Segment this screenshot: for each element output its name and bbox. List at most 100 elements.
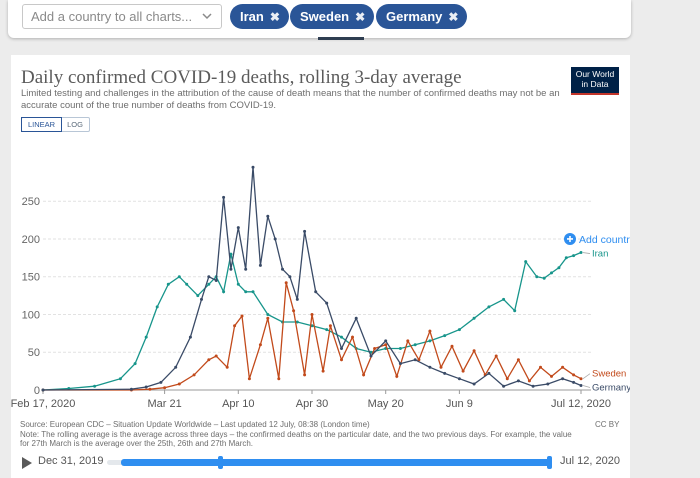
data-point-sweden: [505, 377, 509, 381]
data-point-iran: [266, 313, 270, 316]
data-point-iran: [564, 256, 568, 260]
data-point-iran: [572, 254, 576, 258]
x-tick-label: May 20: [368, 398, 404, 410]
data-point-sweden: [406, 339, 410, 343]
data-point-germany: [303, 229, 307, 233]
license-link[interactable]: CC BY: [595, 420, 620, 429]
data-point-sweden: [516, 358, 520, 362]
data-point-germany: [572, 380, 576, 384]
owid-logo[interactable]: Our World in Data: [571, 67, 619, 95]
data-point-germany: [398, 362, 402, 366]
data-point-sweden: [214, 354, 218, 358]
data-point-germany: [251, 165, 255, 169]
logo-line-1: Our World: [575, 69, 615, 79]
data-point-sweden: [439, 365, 443, 369]
scale-linear-button[interactable]: LINEAR: [21, 117, 63, 132]
data-point-sweden: [362, 373, 366, 377]
data-point-sweden: [240, 314, 244, 318]
data-point-sweden: [373, 347, 377, 350]
remove-germany-icon[interactable]: ✖: [448, 10, 459, 24]
series-line-sweden: [43, 282, 582, 391]
x-tick-label: Jun 9: [446, 398, 473, 410]
data-point-germany: [214, 279, 218, 282]
data-point-iran: [524, 260, 528, 264]
data-point-iran: [398, 347, 402, 350]
legend-connector: [582, 252, 591, 254]
legend-label-germany: Germany: [592, 382, 630, 393]
data-point-sweden: [579, 377, 583, 381]
data-point-germany: [144, 385, 148, 389]
data-point-sweden: [277, 377, 281, 381]
country-chip-sweden: Sweden ✖: [290, 4, 375, 29]
data-point-sweden: [351, 335, 354, 339]
data-point-sweden: [340, 358, 343, 362]
data-point-sweden: [572, 373, 576, 377]
timeline-end-handle[interactable]: [547, 456, 552, 469]
remove-iran-icon[interactable]: ✖: [269, 10, 280, 24]
data-point-germany: [314, 290, 318, 294]
data-point-iran: [542, 276, 546, 280]
data-point-sweden: [148, 387, 152, 391]
data-point-germany: [273, 237, 277, 241]
data-point-iran: [236, 282, 240, 286]
timeline-start-handle[interactable]: [218, 456, 223, 469]
data-point-sweden: [450, 344, 454, 348]
data-point-iran: [340, 335, 343, 339]
data-point-sweden: [395, 374, 399, 378]
data-point-germany: [258, 263, 262, 267]
x-tick-label: Apr 30: [296, 398, 328, 410]
country-search-input[interactable]: [23, 5, 191, 28]
data-point-iran: [550, 271, 553, 275]
country-controls-bar: Iran ✖ Sweden ✖ Germany ✖: [8, 0, 631, 38]
data-point-iran: [222, 290, 226, 294]
remove-sweden-icon[interactable]: ✖: [355, 10, 366, 24]
data-point-germany: [229, 267, 233, 271]
country-select[interactable]: [22, 4, 222, 29]
data-point-sweden: [266, 316, 270, 320]
data-point-iran: [155, 305, 159, 309]
logo-line-2: in Data: [581, 79, 609, 89]
data-point-germany: [340, 347, 343, 350]
data-point-sweden: [539, 365, 542, 369]
data-point-germany: [188, 335, 192, 339]
data-point-germany: [443, 371, 447, 375]
data-point-sweden: [461, 369, 465, 373]
play-icon[interactable]: [22, 457, 32, 469]
data-point-iran: [413, 343, 417, 347]
y-tick-label: 250: [22, 196, 40, 208]
y-tick-label: 200: [22, 234, 40, 246]
x-tick-label: Apr 10: [222, 398, 254, 410]
data-point-sweden: [233, 324, 237, 328]
y-tick-label: 100: [22, 309, 40, 321]
data-point-germany: [369, 354, 373, 358]
data-point-iran: [93, 384, 97, 388]
data-point-germany: [531, 384, 535, 388]
data-point-iran: [325, 328, 329, 332]
note-text: Note: The rolling average is the average…: [20, 429, 572, 449]
data-point-sweden: [163, 386, 167, 390]
timeline-selected-range[interactable]: [121, 459, 550, 466]
data-point-iran: [472, 316, 476, 320]
data-point-germany: [288, 275, 292, 279]
data-point-iran: [166, 282, 170, 286]
data-point-iran: [295, 320, 299, 324]
chevron-down-icon[interactable]: [199, 8, 215, 24]
x-tick-label: Feb 17, 2020: [11, 398, 75, 410]
scale-log-button[interactable]: LOG: [67, 120, 83, 129]
chip-label: Sweden: [300, 9, 350, 24]
data-point-iran: [487, 305, 491, 309]
data-point-sweden: [258, 343, 262, 347]
data-point-iran: [443, 334, 447, 338]
y-tick-label: 50: [28, 347, 40, 359]
data-point-sweden: [328, 324, 332, 328]
add-country-button[interactable]: Add country: [579, 234, 630, 246]
data-point-germany: [207, 275, 211, 279]
y-tick-label: 150: [22, 272, 40, 284]
chart-footer: Source: European CDC – Situation Update …: [20, 420, 575, 449]
legend-label-iran: Iran: [592, 249, 608, 260]
data-point-sweden: [561, 365, 565, 369]
data-point-germany: [561, 377, 565, 381]
data-point-sweden: [225, 365, 229, 369]
data-point-germany: [200, 297, 203, 301]
data-point-iran: [229, 252, 233, 256]
